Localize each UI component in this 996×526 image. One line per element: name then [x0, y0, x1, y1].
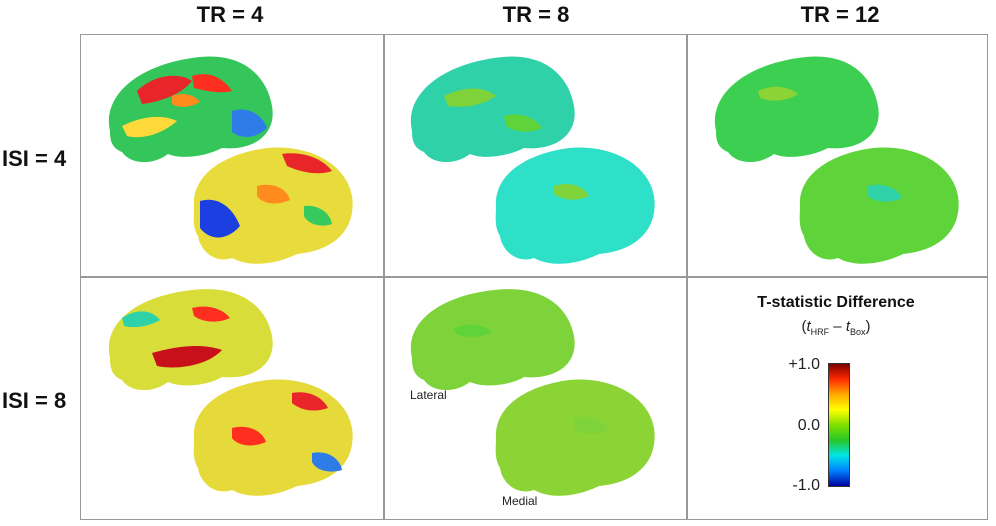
lateral-brain-surface: [714, 56, 879, 163]
lateral-brain-surface: [108, 56, 273, 163]
expr-t2-sub: Box: [850, 327, 866, 337]
lateral-brain-surface: [410, 289, 575, 391]
colorbar: [828, 363, 850, 487]
colorbar-tick-zero: 0.0: [797, 417, 820, 434]
expr-close: ): [865, 318, 871, 335]
brain-panel-tr12-isi4: [688, 36, 986, 274]
brain-panel-tr4-isi4: [82, 36, 382, 274]
brain-surface-map: [714, 56, 959, 264]
brain-surface-map: [108, 289, 353, 496]
colorbar-tick-min: -1.0: [792, 477, 820, 494]
brain-panel-tr4-isi8: [82, 278, 382, 518]
row-header-isi4: ISI = 4: [2, 146, 67, 171]
brain-surface-map: [108, 56, 353, 264]
column-header-tr8: TR = 8: [502, 2, 570, 27]
expr-minus: –: [829, 318, 846, 335]
medial-brain-surface: [799, 147, 959, 264]
brain-panel-tr8-isi8: Lateral Medial: [384, 278, 686, 518]
view-label-lateral: Lateral: [410, 388, 447, 402]
colorbar-tick-max: +1.0: [788, 356, 820, 373]
brain-surface-map: [410, 56, 655, 264]
column-header-tr12: TR = 12: [800, 2, 880, 27]
expr-open: (: [801, 318, 807, 335]
medial-brain-surface: [193, 147, 353, 264]
medial-brain-surface: [495, 379, 655, 496]
view-label-medial: Medial: [502, 494, 538, 508]
lateral-brain-surface: [410, 56, 575, 163]
column-header-tr4: TR = 4: [196, 2, 264, 27]
brain-surface-map: [410, 289, 655, 496]
row-header-isi8: ISI = 8: [2, 388, 67, 413]
expr-t1-sub: HRF: [810, 327, 830, 337]
legend-title: T-statistic Difference: [757, 294, 915, 311]
panel-grid: [80, 34, 988, 520]
medial-brain-surface: [495, 147, 655, 264]
lateral-brain-surface: [108, 289, 273, 391]
brain-panel-tr8-isi4: [384, 36, 686, 274]
expr-t1: t: [806, 318, 811, 335]
grid-divider-horizontal: [81, 276, 987, 278]
legend-expression: (tHRF – tBox): [716, 318, 956, 337]
medial-brain-surface: [193, 379, 353, 496]
expr-t2: t: [845, 318, 850, 335]
